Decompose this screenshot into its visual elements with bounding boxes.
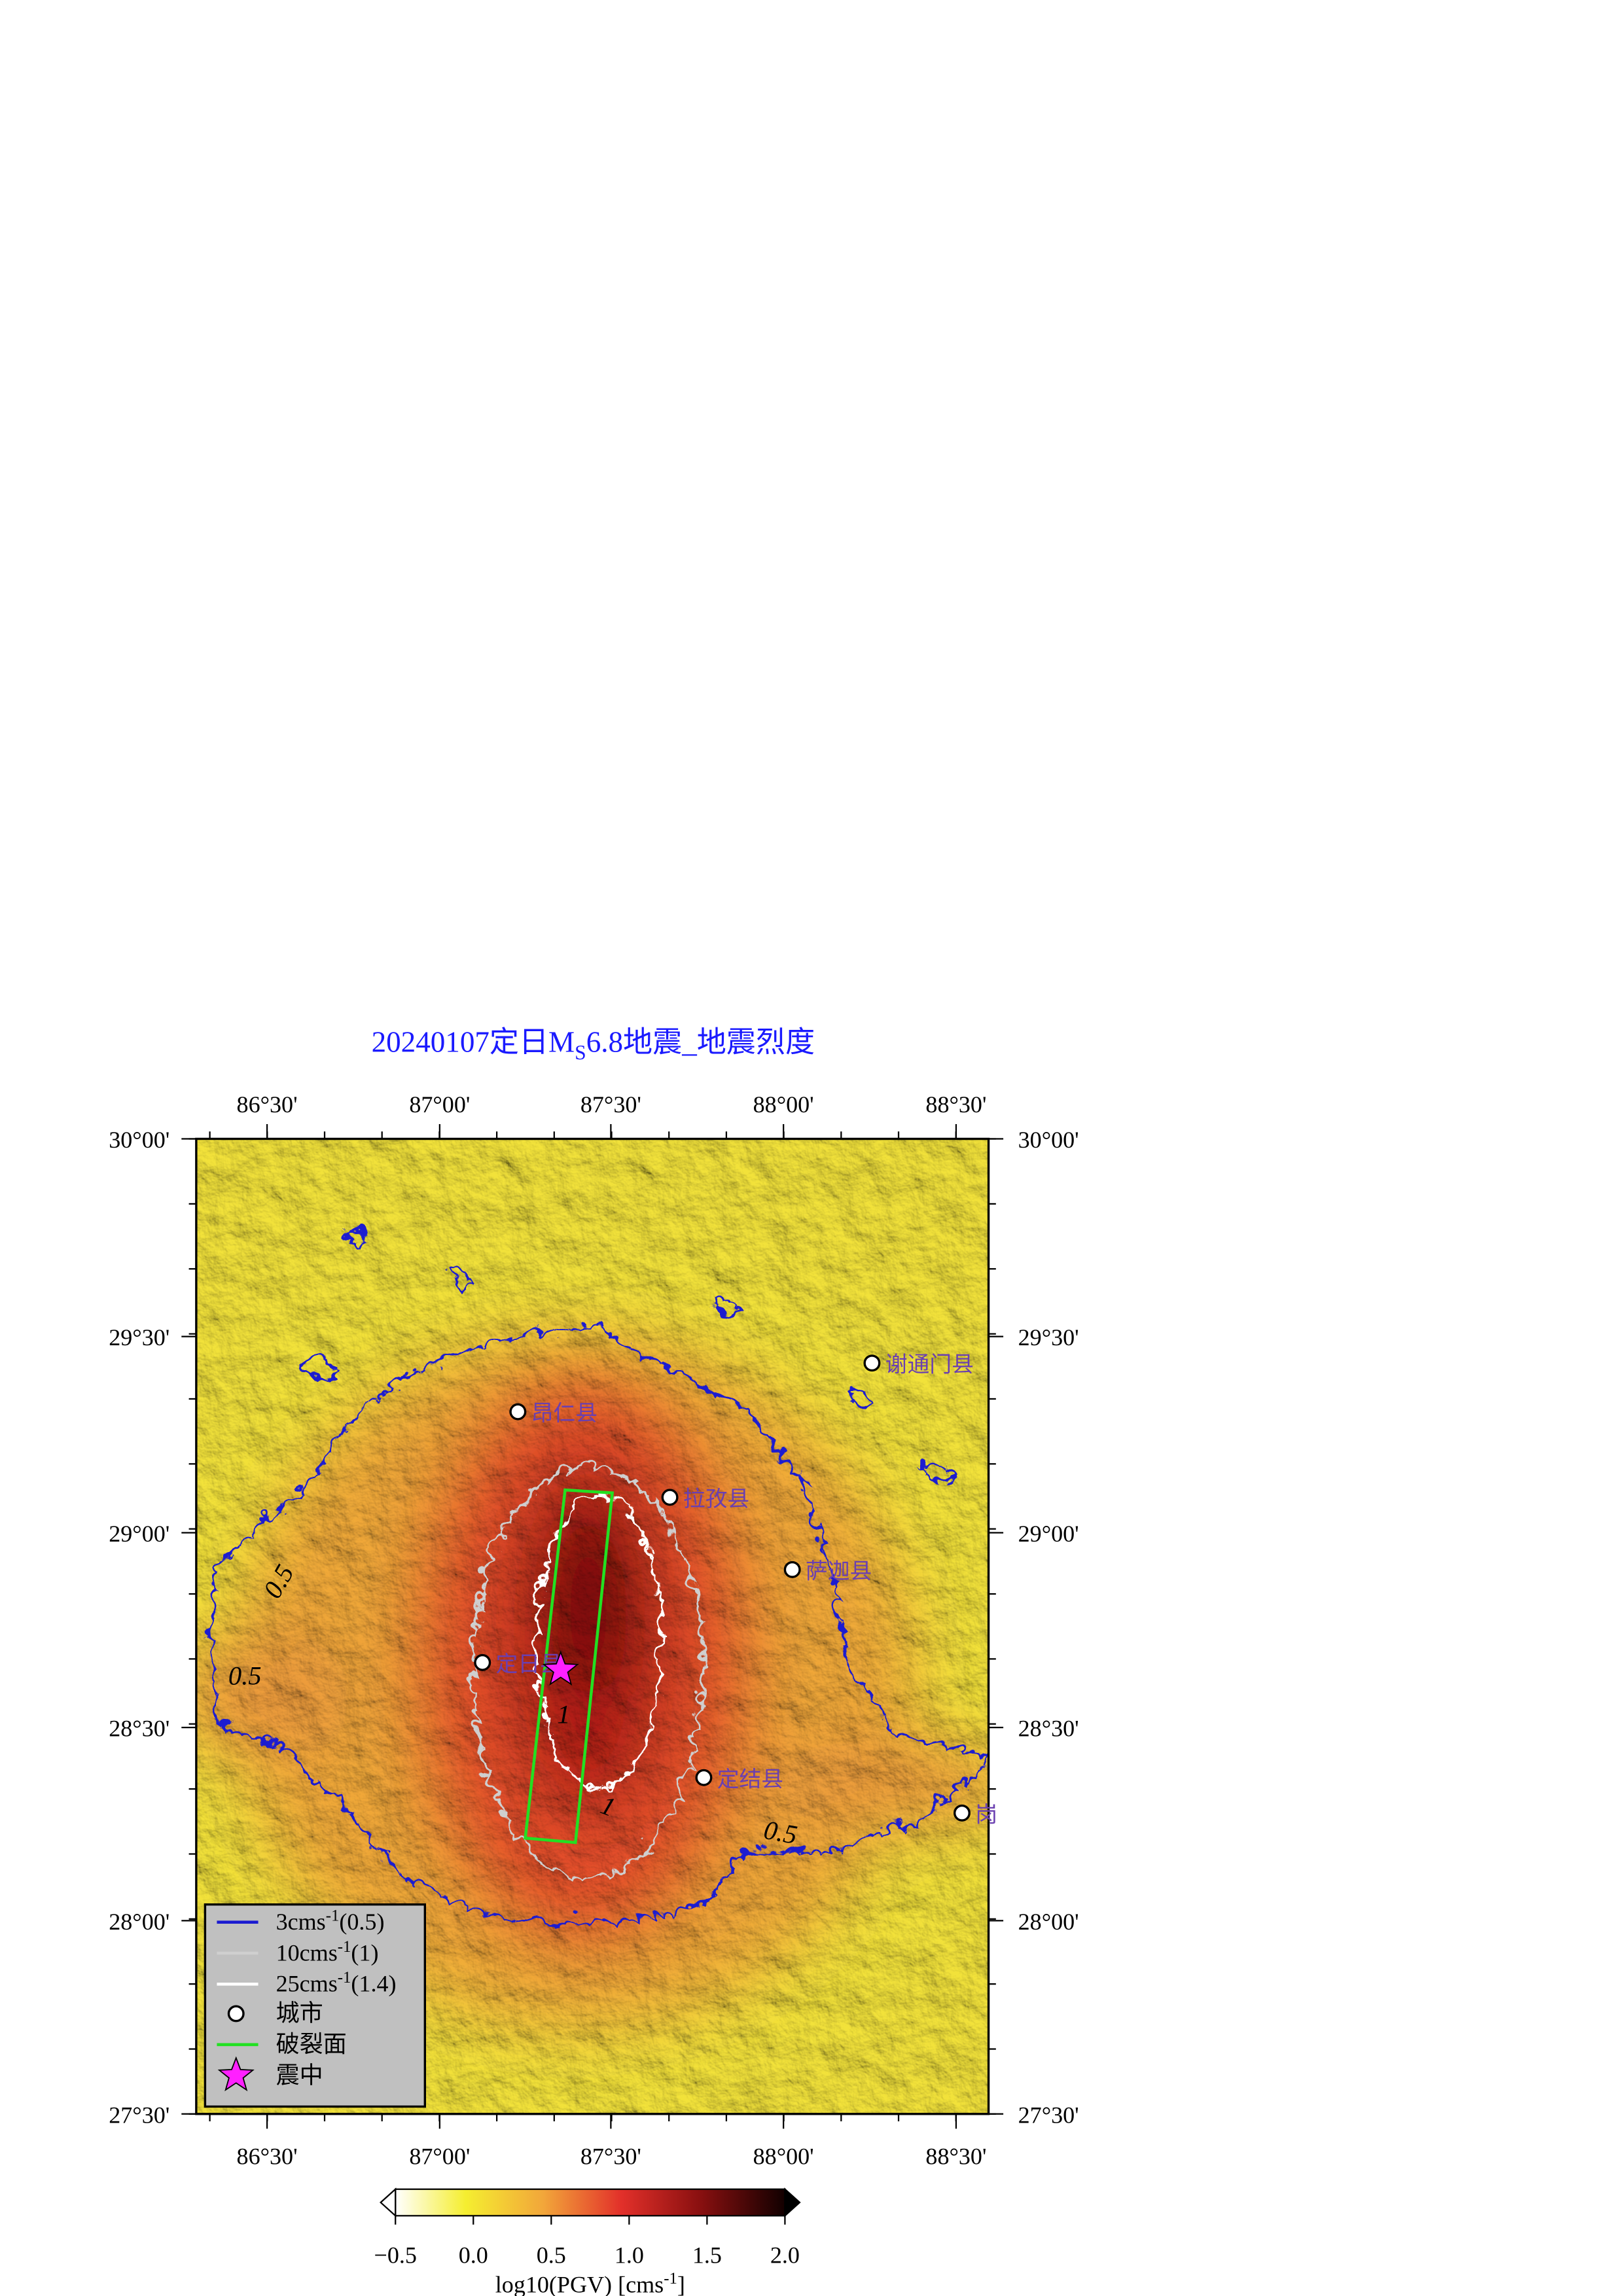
contour-0.5 <box>293 1220 950 1477</box>
lat-label: 30°00' <box>109 1127 169 1153</box>
lon-label: 88°30' <box>925 1091 986 1118</box>
colorbar-label: log10(PGV) [cms-1] <box>495 2270 685 2296</box>
legend-sup: -1 <box>326 1907 340 1924</box>
legend-sup: -1 <box>338 1938 351 1956</box>
colorbar-label-suffix: ] <box>677 2272 685 2296</box>
city-label: 定结县 <box>717 1767 783 1792</box>
title-subscript: S <box>575 1041 586 1064</box>
map-title: 20240107定日MS6.8地震_地震烈度 <box>372 1026 815 1064</box>
lat-label: 29°00' <box>1018 1521 1079 1547</box>
title-text: 20240107定日M <box>372 1026 575 1059</box>
lon-label: 87°00' <box>409 1091 470 1118</box>
lon-label: 88°00' <box>753 1091 814 1118</box>
city-marker <box>953 1804 971 1822</box>
city-marker <box>783 1561 801 1578</box>
lon-label: 87°30' <box>580 2143 641 2169</box>
colorbar-tick-label: 1.0 <box>615 2242 644 2268</box>
contour-1 <box>466 1458 700 1875</box>
legend-text: 城市 <box>276 2000 323 2026</box>
contours <box>205 1220 989 1922</box>
legend-suffix: (1.4) <box>351 1971 396 1997</box>
lon-label: 87°30' <box>580 1091 641 1118</box>
contour-label: 1 <box>557 1699 570 1729</box>
lat-label: 28°00' <box>109 1909 169 1935</box>
legend-city <box>227 2005 245 2022</box>
city-label: 谢通门县 <box>885 1352 974 1377</box>
rupture-plane <box>524 1488 615 1845</box>
title-text: 6.8地震_地震烈度 <box>586 1026 815 1059</box>
contour-label: 0.5 <box>762 1815 800 1850</box>
city-label: 岗 <box>975 1803 997 1827</box>
legend-entry: 10cms-1(1) <box>276 1938 379 1966</box>
colorbar-low <box>379 2187 397 2217</box>
city-label: 昂仁县 <box>531 1402 597 1426</box>
lat-label: 28°30' <box>1018 1716 1079 1742</box>
legend-text: 破裂面 <box>276 2031 347 2057</box>
contour-1.4 <box>529 1488 657 1787</box>
lon-label: 86°30' <box>237 1091 298 1118</box>
lat-label: 29°00' <box>109 1521 169 1547</box>
legend-text: 25cms <box>276 1971 338 1997</box>
lat-label: 29°30' <box>109 1324 169 1351</box>
colorbar: −0.5 0.0 0.5 1.0 1.5 2.0 log10(PGV) [cms-1] <box>374 2187 801 2296</box>
city-label: 萨迦县 <box>806 1559 872 1583</box>
map-frame <box>195 1137 990 2115</box>
contour-label: 0.5 <box>228 1661 262 1691</box>
legend-sup: -1 <box>338 1969 351 1987</box>
colorbar-tick-label: −0.5 <box>374 2242 417 2268</box>
legend-star <box>217 2056 255 2092</box>
overlay: 86°30' 86°30' 87°00' 87°00' 87°30' 87°30' 88°0… <box>109 1091 1079 2169</box>
legend-entry: 3cms-1(0.5) <box>276 1907 385 1935</box>
lat-label: 28°00' <box>1018 1909 1079 1935</box>
colorbar-high <box>784 2187 801 2217</box>
contour-0.5 <box>205 1318 989 1922</box>
legend-text: 震中 <box>276 2062 323 2088</box>
lon-label: 88°00' <box>753 2143 814 2169</box>
city-marker <box>661 1489 679 1506</box>
legend-entry: 25cms-1(1.4) <box>276 1969 397 1997</box>
legend-text: 3cms <box>276 1909 326 1935</box>
city-marker <box>863 1354 881 1372</box>
lon-label: 86°30' <box>237 2143 298 2169</box>
city-marker <box>474 1653 491 1671</box>
colorbar-ramp <box>395 2188 786 2217</box>
legend-entry: 城市 <box>276 2000 323 2026</box>
lat-label: 27°30' <box>1018 2102 1079 2128</box>
legend-entry: 破裂面 <box>276 2031 347 2057</box>
lon-label: 87°00' <box>409 2143 470 2169</box>
city-marker <box>509 1403 527 1421</box>
colorbar-label-sup: -1 <box>664 2270 677 2287</box>
lat-label: 29°30' <box>1018 1324 1079 1351</box>
colorbar-tick-label: 0.0 <box>459 2242 488 2268</box>
legend-text: 10cms <box>276 1939 338 1966</box>
legend-suffix: (1) <box>351 1939 378 1966</box>
lon-label: 88°30' <box>925 2143 986 2169</box>
colorbar-tick-label: 0.5 <box>537 2242 566 2268</box>
city-marker <box>695 1769 713 1786</box>
lat-label: 30°00' <box>1018 1127 1079 1153</box>
legend-suffix: (0.5) <box>339 1909 384 1935</box>
city-label: 拉孜县 <box>683 1487 749 1511</box>
lat-label: 27°30' <box>109 2102 169 2128</box>
legend-entry: 震中 <box>276 2062 323 2088</box>
lat-label: 28°30' <box>109 1716 169 1742</box>
colorbar-tick-label: 1.5 <box>692 2242 722 2268</box>
epicenter <box>542 1650 579 1686</box>
colorbar-tick-label: 2.0 <box>770 2242 800 2268</box>
colorbar-label-text: log10(PGV) [cms <box>495 2272 664 2296</box>
